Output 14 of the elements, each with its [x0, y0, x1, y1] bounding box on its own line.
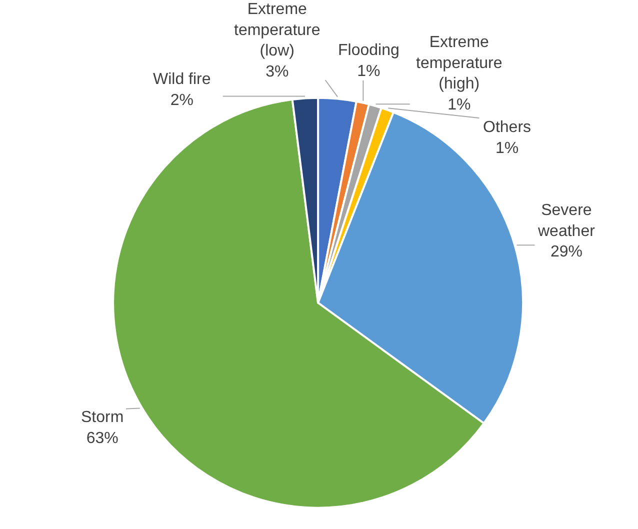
- data-label: 1%: [448, 96, 471, 114]
- data-label: 1%: [495, 140, 519, 157]
- data-label: 2%: [170, 92, 194, 109]
- data-label: 3%: [266, 63, 289, 80]
- slice-label: Wild fire: [153, 71, 211, 88]
- slice-label: Severe weather: [537, 202, 596, 240]
- data-label: 1%: [357, 62, 380, 80]
- slice-label: Others: [483, 119, 532, 136]
- data-label: 63%: [86, 430, 118, 447]
- slice-label: Flooding: [338, 42, 400, 59]
- slice-label: Storm: [81, 409, 124, 426]
- slice-label: Extreme temperature (high): [416, 34, 502, 93]
- slice-label: Extreme temperature (low): [234, 1, 320, 60]
- data-label: 29%: [550, 244, 582, 261]
